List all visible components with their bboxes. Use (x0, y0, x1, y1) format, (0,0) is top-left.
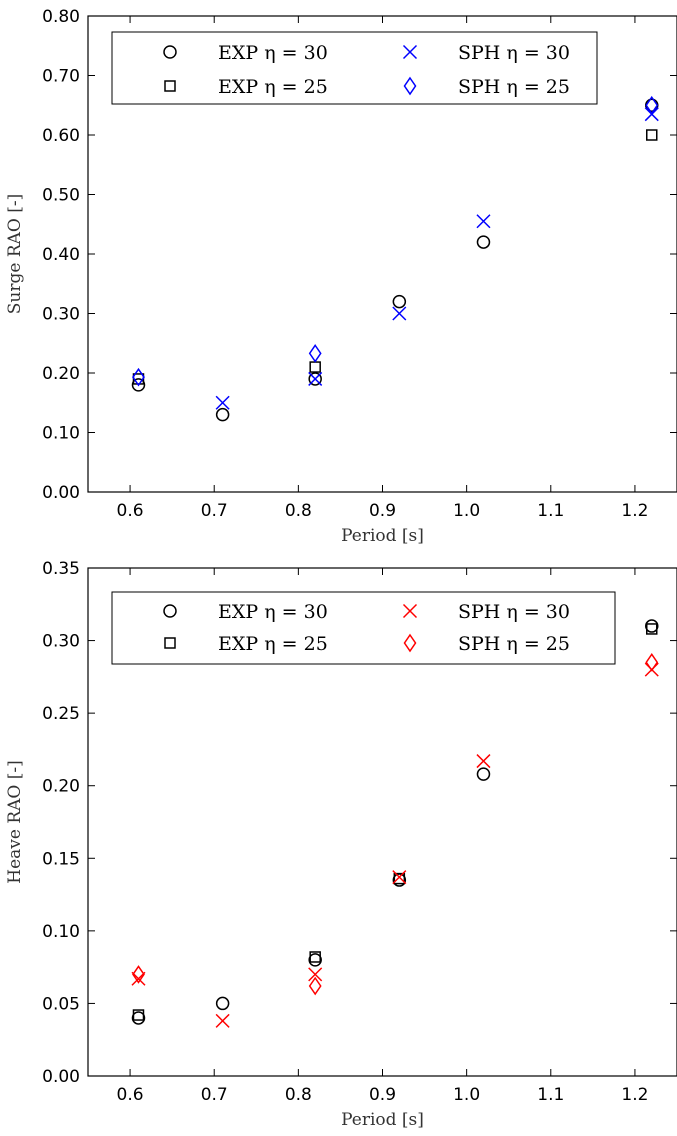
y-tick-label: 0.25 (42, 704, 80, 724)
legend-box (111, 31, 598, 105)
data-point-square (646, 623, 658, 635)
legend-label: EXP η = 30 (218, 601, 328, 623)
data-point-diamond (645, 95, 659, 115)
data-point-x (308, 371, 323, 386)
x-tick-label: 0.6 (117, 501, 144, 521)
data-point-square (309, 951, 321, 963)
y-axis-label: Surge RAO [-] (5, 194, 25, 315)
data-point-diamond (132, 965, 145, 984)
legend-marker-circle (163, 45, 177, 59)
data-point-circle (476, 235, 491, 249)
surge-rao-chart: 0.6 0.7 0.8 0.9 1.0 1.1 1.2 0.00 0.10 0.20 0.30 0.4… (5, 7, 677, 546)
data-point-circle (392, 294, 407, 309)
data-point-x (131, 971, 146, 986)
y-tick-label: 0.50 (42, 186, 80, 206)
legend-label: SPH η = 25 (458, 633, 570, 655)
data-point-x (476, 754, 491, 769)
x-axis-label: Period [s] (341, 526, 424, 546)
legend-label: EXP η = 25 (218, 76, 328, 98)
x-axis-label: Period [s] (341, 1110, 424, 1130)
legend-marker-square (164, 80, 176, 92)
x-tick-label: 1.2 (621, 1085, 648, 1105)
legend-marker-circle (163, 604, 177, 618)
x-tick-label: 1.0 (453, 1085, 480, 1105)
data-point-diamond (132, 367, 145, 387)
data-point-x (392, 306, 407, 321)
y-tick-label: 0.20 (42, 777, 80, 797)
data-point-square (132, 1009, 145, 1021)
legend-label: SPH η = 30 (458, 42, 570, 64)
data-point-circle (215, 407, 230, 422)
legend-marker-square (164, 637, 176, 649)
data-point-circle (215, 996, 230, 1011)
data-point-x (308, 967, 323, 982)
x-tick-label: 1.0 (453, 501, 480, 521)
y-tick-label: 0.35 (42, 559, 80, 579)
y-tick-label: 0.30 (42, 305, 80, 325)
heave-rao-chart: 0.6 0.7 0.8 0.9 1.0 1.1 1.2 0.00 0.05 0.10 0.15 0.2… (5, 559, 677, 1130)
y-tick-label: 0.60 (42, 126, 80, 146)
x-tick-label: 0.8 (285, 1085, 312, 1105)
y-tick-label: 0.10 (42, 424, 80, 444)
data-point-circle (476, 767, 491, 781)
data-point-x (476, 214, 491, 229)
x-tick-label: 1.1 (537, 501, 564, 521)
y-tick-label: 0.00 (42, 1067, 80, 1087)
legend-label: SPH η = 30 (458, 601, 570, 623)
legend-label: EXP η = 30 (218, 42, 328, 64)
data-point-circle (131, 378, 146, 392)
data-point-x (215, 1013, 230, 1028)
x-tick-label: 0.7 (201, 501, 228, 521)
x-tick-label: 0.9 (369, 1085, 396, 1105)
y-tick-label: 0.30 (42, 632, 80, 652)
x-tick-label: 1.1 (537, 1085, 564, 1105)
y-tick-label: 0.80 (42, 7, 80, 27)
legend-marker-x (402, 44, 418, 60)
data-point-circle (308, 372, 322, 386)
y-tick-label: 0.15 (42, 849, 80, 869)
y-tick-label: 0.10 (42, 922, 80, 942)
data-point-square (393, 872, 406, 885)
y-axis-label: Heave RAO [-] (5, 760, 25, 884)
y-tick-label: 0.05 (42, 994, 80, 1014)
y-tick-label: 0.70 (42, 67, 80, 87)
x-tick-label: 0.6 (117, 1085, 144, 1105)
y-tick-label: 0.40 (42, 245, 80, 265)
legend-marker-diamond (403, 76, 417, 96)
data-point-diamond (645, 653, 659, 672)
legend-marker-x (402, 603, 418, 619)
y-tick-label: 0.00 (42, 483, 80, 503)
x-tick-label: 0.9 (369, 501, 396, 521)
data-point-square (646, 129, 658, 141)
data-point-diamond (308, 976, 322, 996)
x-tick-label: 1.2 (621, 501, 648, 521)
x-tick-label: 0.7 (201, 1085, 228, 1105)
legend-label: EXP η = 25 (218, 633, 328, 655)
x-tick-label: 0.8 (285, 501, 312, 521)
data-point-circle (645, 619, 659, 633)
legend-box (111, 591, 616, 665)
data-point-square (309, 361, 321, 373)
legend-marker-diamond (403, 633, 417, 653)
y-tick-label: 0.20 (42, 364, 80, 384)
legend-label: SPH η = 25 (458, 76, 570, 98)
data-point-x (215, 395, 230, 410)
legend: EXP η = 30 EXP η = 25 SPH η = 30 SPH η = 25 (111, 591, 616, 665)
data-point-diamond (308, 344, 322, 363)
data-point-circle (131, 1011, 146, 1025)
legend: EXP η = 30 EXP η = 25 SPH η = 30 SPH η = 25 (111, 31, 598, 105)
data-point-circle (308, 953, 322, 967)
data-point-x (392, 870, 407, 885)
